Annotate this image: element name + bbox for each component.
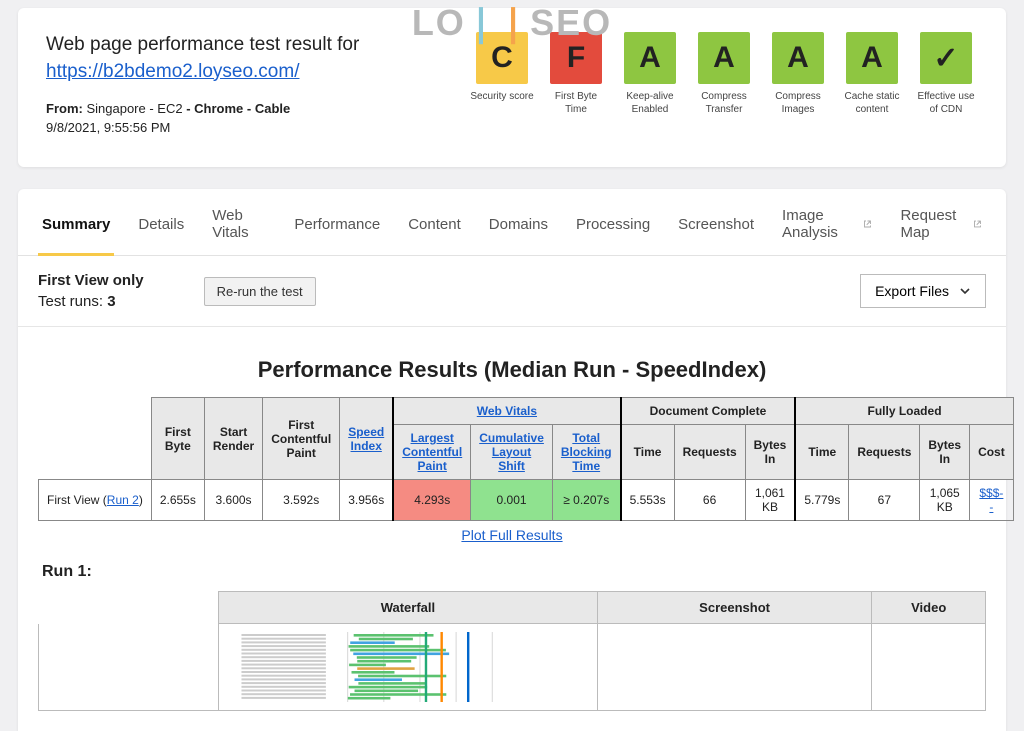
grade-keep-alive-enabled[interactable]: A Keep-alive Enabled <box>618 32 682 116</box>
screenshot-thumbnail[interactable] <box>597 624 872 711</box>
cell-doc-bytes: 1,061 KB <box>745 480 795 521</box>
tab-request-map[interactable]: Request Map <box>886 189 996 255</box>
cell-tbt: ≥ 0.207s <box>552 480 620 521</box>
cell-fcp: 3.592s <box>263 480 340 521</box>
col-video: Video <box>872 592 986 624</box>
grade-label: Security score <box>470 90 533 103</box>
col-full-bytes: Bytes In <box>920 425 970 480</box>
tab-processing[interactable]: Processing <box>562 189 664 255</box>
run-info-text: First View only Test runs: 3 <box>38 270 144 312</box>
grade-letter: A <box>772 32 824 84</box>
col-doc-bytes: Bytes In <box>745 425 795 480</box>
external-link-icon <box>973 218 982 230</box>
grade-label: Keep-alive Enabled <box>618 90 682 116</box>
row-label: First View (Run 2) <box>39 480 152 521</box>
cell-doc-time: 5.553s <box>621 480 675 521</box>
cell-speed-index: 3.956s <box>340 480 394 521</box>
col-lcp[interactable]: Largest Contentful Paint <box>393 425 470 480</box>
grade-letter: ✓ <box>920 32 972 84</box>
grade-label: Cache static content <box>840 90 904 116</box>
tab-summary[interactable]: Summary <box>28 189 124 255</box>
grade-label: Effective use of CDN <box>914 90 978 116</box>
group-doc-complete: Document Complete <box>621 398 796 425</box>
grade-letter: A <box>698 32 750 84</box>
summary-header-card: LO❘❘SEO Web page performance test result… <box>18 8 1006 167</box>
tab-performance[interactable]: Performance <box>280 189 394 255</box>
grade-letter: C <box>476 32 528 84</box>
cell-full-bytes: 1,065 KB <box>920 480 970 521</box>
grade-security-score[interactable]: C Security score <box>470 32 534 116</box>
cell-start-render: 3.600s <box>204 480 262 521</box>
grade-badges: C Security score F First Byte Time A Keep-ali… <box>470 32 978 116</box>
col-cls[interactable]: Cumulative Layout Shift <box>471 425 553 480</box>
tab-screenshot[interactable]: Screenshot <box>664 189 768 255</box>
run-link[interactable]: Run 2 <box>107 493 139 507</box>
tab-details[interactable]: Details <box>124 189 198 255</box>
col-speed-index[interactable]: Speed Index <box>340 398 394 480</box>
grade-letter: F <box>550 32 602 84</box>
grade-effective-use-of-cdn[interactable]: ✓ Effective use of CDN <box>914 32 978 116</box>
grade-compress-transfer[interactable]: A Compress Transfer <box>692 32 756 116</box>
table-row: First View (Run 2) 2.655s 3.600s 3.592s … <box>39 480 1014 521</box>
col-waterfall: Waterfall <box>219 592 598 624</box>
tab-image-analysis[interactable]: Image Analysis <box>768 189 886 255</box>
cell-full-time: 5.779s <box>795 480 849 521</box>
tab-web-vitals[interactable]: Web Vitals <box>198 189 280 255</box>
chevron-down-icon <box>959 285 971 297</box>
col-full-time: Time <box>795 425 849 480</box>
video-cell[interactable] <box>872 624 986 711</box>
col-cost: Cost <box>970 425 1014 480</box>
external-link-icon <box>863 218 872 230</box>
tested-url-link[interactable]: https://b2bdemo2.loyseo.com/ <box>46 61 299 82</box>
tab-bar: SummaryDetailsWeb VitalsPerformanceConte… <box>18 189 1006 256</box>
grade-label: Compress Images <box>766 90 830 116</box>
cell-cost[interactable]: $$$-- <box>970 480 1014 521</box>
cell-first-byte: 2.655s <box>151 480 204 521</box>
run-1-table: Waterfall Screenshot Video <box>38 591 986 711</box>
cell-doc-req: 66 <box>674 480 745 521</box>
cell-cls: 0.001 <box>471 480 553 521</box>
col-first-byte: First Byte <box>151 398 204 480</box>
tab-domains[interactable]: Domains <box>475 189 562 255</box>
grade-first-byte-time[interactable]: F First Byte Time <box>544 32 608 116</box>
group-fully-loaded: Fully Loaded <box>795 398 1013 425</box>
col-doc-time: Time <box>621 425 675 480</box>
grade-letter: A <box>624 32 676 84</box>
rerun-button[interactable]: Re-run the test <box>204 277 316 306</box>
col-start-render: Start Render <box>204 398 262 480</box>
tab-content[interactable]: Content <box>394 189 475 255</box>
col-fcp: First Contentful Paint <box>263 398 340 480</box>
grade-compress-images[interactable]: A Compress Images <box>766 32 830 116</box>
col-full-req: Requests <box>849 425 920 480</box>
performance-results-table: First Byte Start Render First Contentful… <box>38 397 1014 521</box>
grade-cache-static-content[interactable]: A Cache static content <box>840 32 904 116</box>
waterfall-thumbnail[interactable] <box>219 624 598 711</box>
test-timestamp: 9/8/2021, 9:55:56 PM <box>46 120 359 135</box>
performance-results-heading: Performance Results (Median Run - SpeedI… <box>38 357 986 383</box>
col-tbt[interactable]: Total Blocking Time <box>552 425 620 480</box>
grade-label: Compress Transfer <box>692 90 756 116</box>
page-title: Web page performance test result for htt… <box>46 32 359 85</box>
group-web-vitals[interactable]: Web Vitals <box>393 398 620 425</box>
export-files-button[interactable]: Export Files <box>860 274 986 308</box>
col-doc-req: Requests <box>674 425 745 480</box>
grade-label: First Byte Time <box>544 90 608 116</box>
col-screenshot: Screenshot <box>597 592 872 624</box>
cell-full-req: 67 <box>849 480 920 521</box>
grade-letter: A <box>846 32 898 84</box>
test-origin: From: Singapore - EC2 - Chrome - Cable <box>46 101 359 116</box>
run-info-bar: First View only Test runs: 3 Re-run the … <box>18 256 1006 327</box>
run-1-heading: Run 1: <box>42 563 986 581</box>
plot-full-results-link[interactable]: Plot Full Results <box>461 527 562 543</box>
cell-lcp: 4.293s <box>393 480 470 521</box>
